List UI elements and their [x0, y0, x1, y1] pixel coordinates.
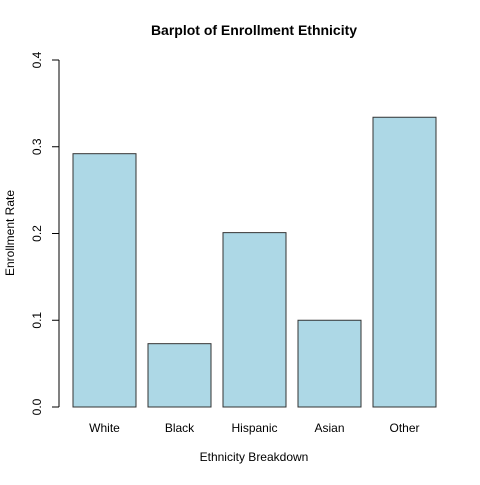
y-tick-label: 0.2: [30, 225, 44, 242]
y-tick-label: 0.3: [30, 138, 44, 155]
y-tick-label: 0.0: [30, 398, 44, 415]
x-tick-label: Other: [389, 421, 419, 435]
bar-white: [72, 153, 137, 408]
x-tick-label: Black: [165, 421, 195, 435]
y-axis: 0.0 0.1 0.2 0.3 0.4: [30, 51, 60, 415]
bar-hispanic: [222, 232, 287, 408]
bar-other: [372, 116, 437, 408]
chart-title: Barplot of Enrollment Ethnicity: [151, 22, 357, 38]
x-axis-label: Ethnicity Breakdown: [200, 450, 309, 464]
x-tick-labels: White Black Hispanic Asian Other: [89, 421, 419, 435]
y-axis-label: Enrollment Rate: [3, 190, 17, 276]
x-tick-label: White: [89, 421, 120, 435]
bar-asian: [297, 319, 362, 408]
bars-group: [72, 116, 437, 408]
x-tick-label: Hispanic: [231, 421, 277, 435]
y-tick-label: 0.4: [30, 51, 44, 68]
bar-black: [147, 343, 212, 408]
x-tick-label: Asian: [314, 421, 344, 435]
y-tick-label: 0.1: [30, 312, 44, 329]
